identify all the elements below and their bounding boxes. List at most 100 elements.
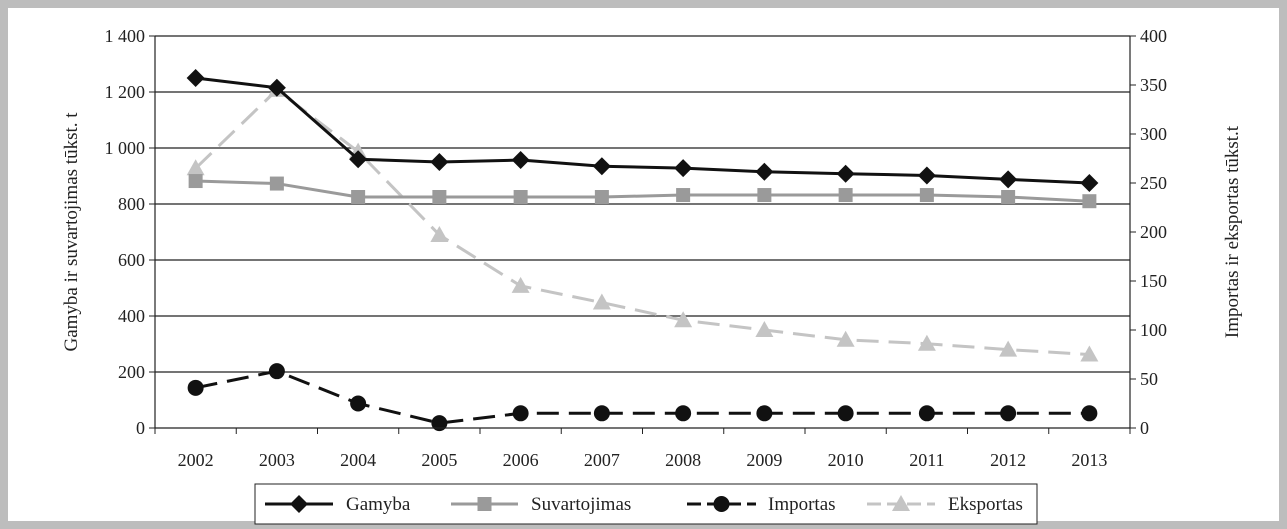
- x-tick-label: 2013: [1071, 450, 1107, 470]
- left-tick-label: 800: [118, 194, 145, 214]
- data-point-gamyba: [267, 78, 286, 97]
- x-tick-label: 2012: [990, 450, 1026, 470]
- legend-marker-eksportas: [892, 495, 910, 511]
- data-point-suvartojimas: [432, 190, 447, 204]
- right-tick-label: 0: [1140, 418, 1149, 438]
- data-point-importas: [756, 405, 773, 422]
- data-point-eksportas: [755, 321, 774, 337]
- data-point-suvartojimas: [1001, 190, 1016, 204]
- data-point-importas: [593, 405, 610, 422]
- data-point-gamyba: [349, 150, 368, 169]
- left-axis-title: Gamyba ir suvartojimas tūkst. t: [61, 112, 82, 352]
- x-tick-label: 2002: [178, 450, 214, 470]
- data-point-eksportas: [186, 159, 205, 176]
- series-gamyba: [186, 69, 1099, 192]
- data-point-suvartojimas: [676, 188, 691, 203]
- legend-marker-gamyba: [290, 495, 308, 513]
- data-point-eksportas: [1080, 345, 1099, 362]
- right-tick-label: 250: [1140, 173, 1167, 193]
- right-tick-label: 150: [1140, 271, 1167, 291]
- data-point-eksportas: [836, 330, 855, 347]
- series-line-gamyba: [195, 76, 1090, 185]
- x-tick-label: 2006: [503, 450, 539, 470]
- left-tick-label: 200: [118, 362, 145, 382]
- data-point-importas: [1081, 405, 1098, 422]
- data-point-suvartojimas: [919, 188, 934, 203]
- data-point-importas: [187, 379, 204, 396]
- right-axis-title: Importas ir eksportas tūkst.t: [1222, 125, 1243, 338]
- series-line-importas: [195, 369, 1090, 425]
- axes: [149, 35, 1136, 434]
- series-layer: [186, 69, 1099, 432]
- x-tick-label: 2007: [584, 450, 620, 470]
- series-eksportas: [186, 80, 1099, 362]
- x-tick-label: 2004: [340, 450, 376, 470]
- data-point-importas: [350, 395, 367, 412]
- left-tick-label: 1 400: [105, 26, 146, 46]
- data-point-eksportas: [917, 334, 936, 351]
- left-tick-label: 0: [136, 418, 145, 438]
- x-tick-label: 2009: [746, 450, 782, 470]
- series-suvartojimas: [188, 174, 1097, 209]
- legend-item-eksportas: Eksportas: [867, 494, 1023, 515]
- right-tick-label: 50: [1140, 369, 1158, 389]
- data-point-gamyba: [836, 164, 855, 183]
- series-line-suvartojimas: [195, 179, 1090, 203]
- right-tick-label: 300: [1140, 124, 1167, 144]
- data-point-eksportas: [430, 225, 449, 242]
- data-point-gamyba: [674, 159, 693, 178]
- data-point-gamyba: [999, 170, 1018, 189]
- data-point-suvartojimas: [269, 176, 284, 191]
- data-point-importas: [268, 363, 285, 380]
- data-point-suvartojimas: [351, 190, 366, 204]
- legend-label-eksportas: Eksportas: [948, 494, 1023, 515]
- tick-labels: 0 200 400 600 800 1 000 1 200 1 400 0 50 100 150 200…: [105, 26, 1168, 470]
- legend-box: [254, 483, 1038, 525]
- legend-item-gamyba: Gamyba: [265, 494, 411, 515]
- legend-marker-suvartojimas: [477, 497, 492, 511]
- series-importas: [187, 363, 1098, 432]
- x-tick-label: 2010: [828, 450, 864, 470]
- x-tick-label: 2003: [259, 450, 295, 470]
- right-tick-label: 100: [1140, 320, 1167, 340]
- data-point-importas: [675, 405, 692, 422]
- legend-item-importas: Importas: [687, 494, 836, 515]
- data-point-suvartojimas: [513, 190, 528, 204]
- data-point-eksportas: [674, 311, 693, 328]
- data-point-suvartojimas: [1082, 194, 1097, 209]
- left-tick-label: 1 200: [105, 82, 146, 102]
- data-point-eksportas: [592, 293, 611, 310]
- data-point-suvartojimas: [838, 188, 853, 203]
- legend-item-suvartojimas: Suvartojimas: [451, 494, 631, 515]
- right-tick-label: 350: [1140, 75, 1167, 95]
- data-point-eksportas: [511, 276, 530, 293]
- right-tick-label: 400: [1140, 26, 1167, 46]
- legend-marker-importas: [713, 496, 730, 512]
- legend-label-gamyba: Gamyba: [346, 494, 411, 515]
- x-tick-label: 2008: [665, 450, 701, 470]
- legend: Gamyba Suvartojimas Importas Eksportas: [254, 483, 1038, 525]
- data-point-gamyba: [1080, 174, 1099, 192]
- data-point-gamyba: [430, 153, 449, 171]
- data-point-importas: [431, 415, 448, 432]
- data-point-gamyba: [186, 69, 205, 87]
- x-tick-label: 2011: [909, 450, 944, 470]
- data-point-importas: [512, 405, 529, 422]
- data-point-suvartojimas: [757, 188, 772, 203]
- data-point-importas: [918, 405, 935, 422]
- data-point-gamyba: [592, 157, 611, 176]
- data-point-eksportas: [999, 340, 1018, 357]
- gridlines: [155, 35, 1130, 373]
- legend-label-importas: Importas: [768, 494, 836, 515]
- data-point-suvartojimas: [594, 190, 609, 204]
- data-point-suvartojimas: [188, 174, 203, 189]
- series-line-eksportas: [194, 88, 1090, 356]
- data-point-importas: [1000, 405, 1017, 422]
- data-point-gamyba: [917, 166, 936, 185]
- left-tick-label: 1 000: [105, 138, 146, 158]
- right-tick-label: 200: [1140, 222, 1167, 242]
- legend-label-suvartojimas: Suvartojimas: [531, 494, 631, 515]
- data-point-importas: [837, 405, 854, 422]
